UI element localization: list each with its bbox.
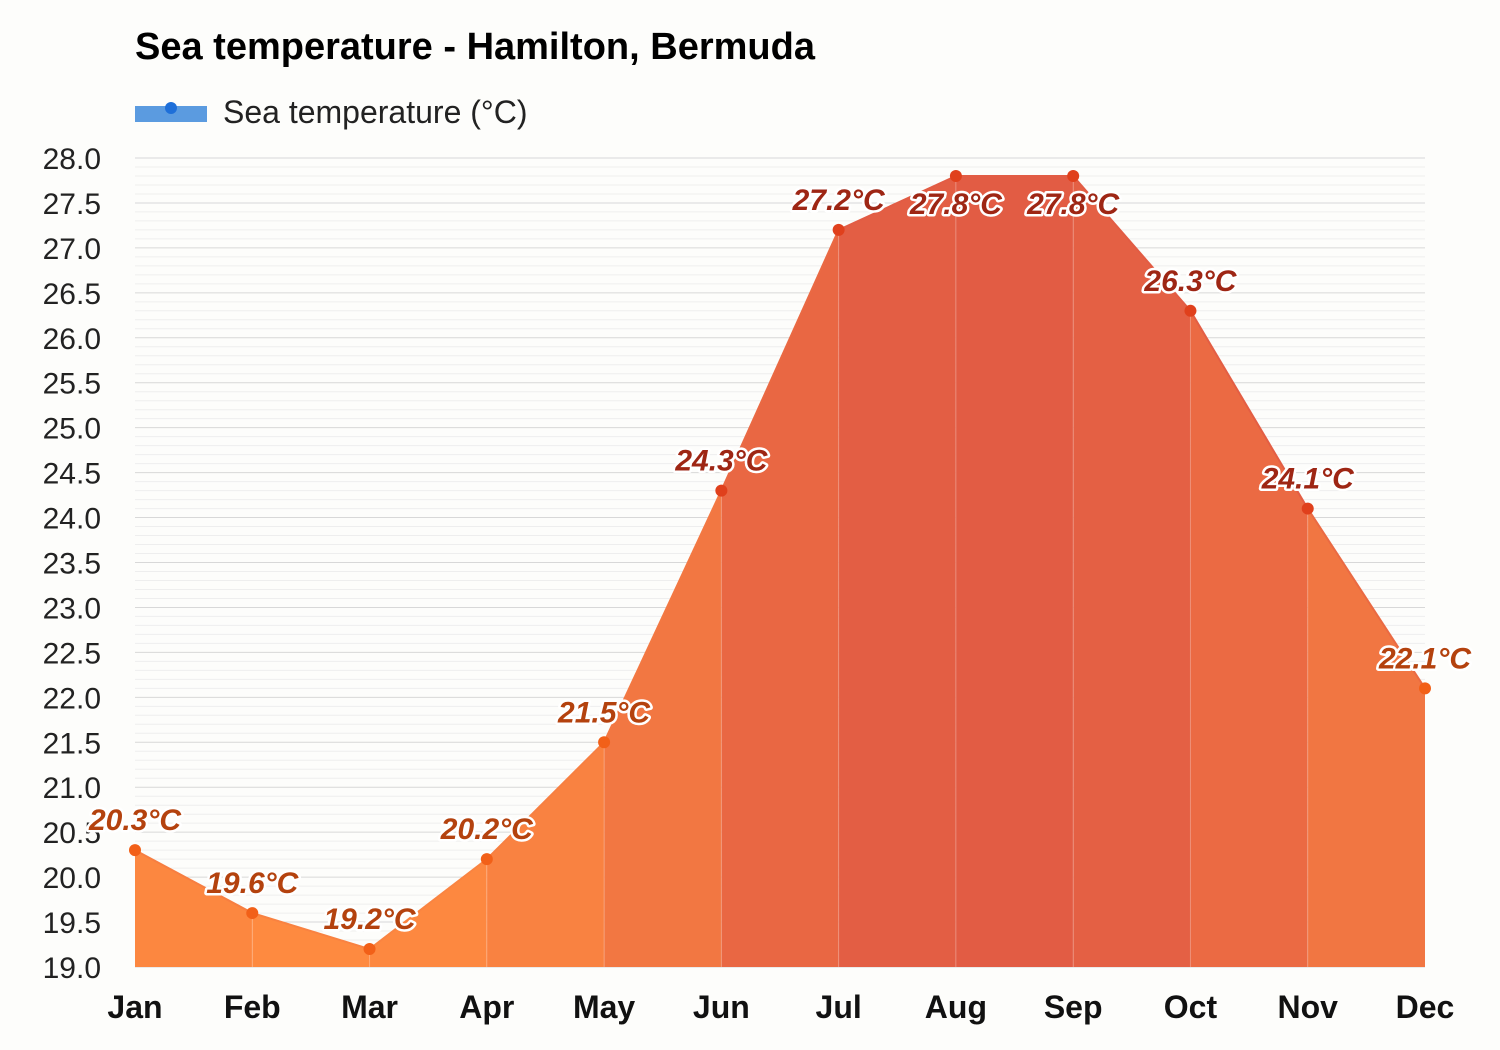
y-tick-label: 19.5 <box>43 907 101 940</box>
series-line-segment <box>1189 310 1309 510</box>
y-tick-label: 26.0 <box>43 323 101 356</box>
x-tick-label: Oct <box>1164 989 1218 1025</box>
area-segment <box>486 742 605 967</box>
y-tick-label: 19.0 <box>43 952 101 985</box>
area-segment <box>604 490 722 967</box>
data-point <box>1067 169 1080 182</box>
x-tick-label: Jan <box>107 989 162 1025</box>
data-point <box>246 907 259 920</box>
area-segment <box>838 175 956 967</box>
data-label: 19.6°C <box>206 867 299 900</box>
data-label: 21.5°C <box>557 696 651 729</box>
data-point <box>1184 304 1197 317</box>
area-segment <box>1073 175 1191 967</box>
y-tick-label: 25.0 <box>43 413 101 446</box>
data-label: 24.1°C <box>1261 463 1355 496</box>
y-tick-label: 24.5 <box>43 458 101 491</box>
area-segment <box>135 850 253 967</box>
x-tick-label: Sep <box>1044 989 1103 1025</box>
y-tick-label: 28.0 <box>43 143 101 176</box>
x-tick-label: Aug <box>925 989 987 1025</box>
y-tick-label: 20.5 <box>43 817 101 850</box>
area-segment <box>252 913 370 967</box>
y-tick-label: 23.0 <box>43 592 101 625</box>
data-point <box>832 223 845 236</box>
y-tick-label: 23.5 <box>43 548 101 581</box>
y-tick-label: 24.0 <box>43 503 101 536</box>
data-point <box>480 853 493 866</box>
series-line-segment <box>134 849 253 914</box>
series-line-segment <box>368 858 488 950</box>
data-point <box>598 736 611 749</box>
data-label: 27.8°C <box>909 188 1003 221</box>
y-tick-label: 21.5 <box>43 727 101 760</box>
x-tick-label: Jun <box>693 989 750 1025</box>
data-point <box>363 943 376 956</box>
legend-swatch <box>135 102 207 122</box>
data-point <box>949 169 962 182</box>
legend: Sea temperature (°C) <box>135 92 527 132</box>
legend-label: Sea temperature (°C) <box>223 93 528 130</box>
x-tick-label: Nov <box>1278 989 1339 1025</box>
y-tick-label: 21.0 <box>43 772 101 805</box>
data-label: 20.3°C <box>88 804 182 837</box>
y-tick-label: 22.5 <box>43 637 101 670</box>
series-line-segment <box>251 912 370 950</box>
area-segment <box>1190 310 1308 967</box>
data-point <box>1301 502 1314 515</box>
x-tick-label: Feb <box>224 989 281 1025</box>
data-label: 27.8°C <box>1026 188 1120 221</box>
data-point <box>715 484 728 497</box>
chart-title: Sea temperature - Hamilton, Bermuda <box>135 26 815 68</box>
data-label: 26.3°C <box>1143 265 1237 298</box>
data-label: 24.3°C <box>674 445 768 478</box>
data-label: 22.1°C <box>1378 642 1472 675</box>
data-point <box>1419 682 1431 695</box>
series-line-segment <box>838 175 957 231</box>
y-tick-label: 27.5 <box>43 188 101 221</box>
data-label: 20.2°C <box>440 813 534 846</box>
area-segment <box>1307 508 1425 967</box>
data-label: 19.2°C <box>324 903 417 936</box>
data-point <box>129 844 141 857</box>
y-tick-label: 26.5 <box>43 278 101 311</box>
area-segment <box>955 175 1074 967</box>
data-label: 27.2°C <box>792 184 886 217</box>
series-line-segment <box>720 229 840 491</box>
x-tick-label: May <box>573 989 635 1025</box>
x-tick-label: Jul <box>816 989 862 1025</box>
series-line-segment <box>1306 508 1426 689</box>
series-line-segment <box>603 490 723 743</box>
area-segment <box>721 229 839 967</box>
x-tick-label: Mar <box>341 989 398 1025</box>
y-tick-label: 22.0 <box>43 682 101 715</box>
series-line-segment <box>1072 175 1192 312</box>
x-tick-label: Dec <box>1396 989 1455 1025</box>
y-tick-label: 27.0 <box>43 233 101 266</box>
y-tick-label: 20.0 <box>43 862 101 895</box>
area-segment <box>369 859 487 967</box>
series-line-segment <box>486 741 605 860</box>
y-tick-label: 25.5 <box>43 368 101 401</box>
x-tick-label: Apr <box>459 989 514 1025</box>
